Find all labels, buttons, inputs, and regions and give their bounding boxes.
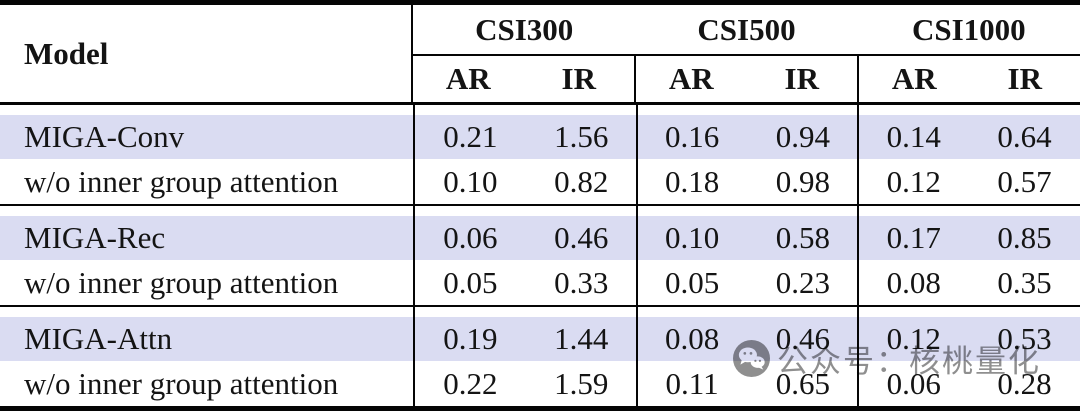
cell-csi500-ar: 0.16 xyxy=(664,119,720,154)
cell-csi300-ir: 1.59 xyxy=(554,365,609,401)
table-body: MIGA-Conv 0.21 1.56 0.16 0.94 0.14 0.64 … xyxy=(0,105,1080,406)
cell-csi1000-ar: 0.17 xyxy=(886,220,941,255)
cell-csi300-ir: 1.56 xyxy=(554,119,609,154)
table-row-miga-rec: MIGA-Rec 0.06 0.46 0.10 0.58 0.17 0.85 xyxy=(0,216,1080,260)
cell-csi500-ir: 0.94 xyxy=(775,119,831,154)
model-name: MIGA-Rec xyxy=(24,220,166,255)
column-separator xyxy=(636,105,638,406)
cell-csi300-ar: 0.21 xyxy=(443,119,498,154)
cell-csi500-ir: 0.46 xyxy=(775,321,831,356)
table-row-miga-conv: MIGA-Conv 0.21 1.56 0.16 0.94 0.14 0.64 xyxy=(0,115,1080,159)
cell-csi500-ir: 0.65 xyxy=(775,365,831,401)
group-header-csi1000: CSI1000 xyxy=(911,11,1026,47)
model-name: w/o inner group attention xyxy=(24,163,339,199)
block-divider-rule xyxy=(0,204,1080,206)
group-header-csi300: CSI300 xyxy=(475,11,574,47)
header-bottom-rule xyxy=(0,102,1080,105)
cell-csi300-ir: 0.46 xyxy=(554,220,609,255)
model-column-header: Model xyxy=(0,5,413,102)
cell-csi300-ar: 0.06 xyxy=(443,220,498,255)
cell-csi500-ir: 0.23 xyxy=(775,264,831,300)
table-row-miga-attn: MIGA-Attn 0.19 1.44 0.08 0.46 0.12 0.53 xyxy=(0,317,1080,361)
row-values: 0.06 0.46 0.10 0.58 0.17 0.85 xyxy=(415,220,1080,256)
cell-csi300-ar: 0.10 xyxy=(443,163,498,199)
cell-csi1000-ir: 0.28 xyxy=(997,365,1052,401)
metric-pair-csi1000: AR IR xyxy=(857,56,1080,102)
cell-csi300-ar: 0.05 xyxy=(443,264,498,300)
row-values: 0.21 1.56 0.16 0.94 0.14 0.64 xyxy=(415,119,1080,155)
table-header: Model CSI300 CSI500 CSI1000 AR IR AR IR … xyxy=(0,5,1080,102)
cell-csi300-ir: 0.82 xyxy=(554,163,609,199)
cell-csi500-ir: 0.98 xyxy=(775,163,831,199)
cell-csi1000-ar: 0.12 xyxy=(886,163,941,199)
cell-csi1000-ar: 0.06 xyxy=(886,365,941,401)
table-bottom-rule xyxy=(0,406,1080,411)
cell-csi300-ar: 0.19 xyxy=(443,321,498,356)
group-midrule xyxy=(413,54,1080,56)
cell-csi1000-ar: 0.08 xyxy=(886,264,941,300)
block-divider-rule xyxy=(0,305,1080,307)
column-separator xyxy=(857,105,859,406)
cell-csi1000-ir: 0.35 xyxy=(997,264,1052,300)
metric-header-ar: AR xyxy=(891,61,937,96)
row-values: 0.05 0.33 0.05 0.23 0.08 0.35 xyxy=(415,265,1080,301)
table-row-wo-attention: w/o inner group attention 0.22 1.59 0.11… xyxy=(0,361,1080,406)
group-header-csi500: CSI500 xyxy=(697,11,796,47)
cell-csi1000-ir: 0.53 xyxy=(997,321,1052,356)
cell-csi300-ir: 1.44 xyxy=(554,321,609,356)
cell-csi500-ar: 0.18 xyxy=(664,163,720,199)
metric-header-ar: AR xyxy=(668,61,714,96)
row-spacer xyxy=(0,105,1080,115)
model-name: MIGA-Attn xyxy=(24,321,173,356)
model-name: w/o inner group attention xyxy=(24,365,339,401)
row-values: 0.19 1.44 0.08 0.46 0.12 0.53 xyxy=(415,321,1080,357)
cell-csi1000-ar: 0.14 xyxy=(886,119,941,154)
cell-csi1000-ir: 0.85 xyxy=(997,220,1052,255)
metric-header-ar: AR xyxy=(445,61,491,96)
cell-csi300-ir: 0.33 xyxy=(554,264,609,300)
metric-header-ir: IR xyxy=(561,61,596,96)
cell-csi500-ar: 0.08 xyxy=(664,321,720,356)
cell-csi500-ir: 0.58 xyxy=(775,220,831,255)
cell-csi1000-ir: 0.64 xyxy=(997,119,1052,154)
metric-pair-csi500: AR IR xyxy=(634,56,857,102)
cell-csi300-ar: 0.22 xyxy=(443,365,498,401)
cell-csi1000-ir: 0.57 xyxy=(997,163,1052,199)
cell-csi500-ar: 0.11 xyxy=(665,365,719,401)
model-name: w/o inner group attention xyxy=(24,264,339,300)
cell-csi500-ar: 0.10 xyxy=(664,220,720,255)
cell-csi500-ar: 0.05 xyxy=(664,264,720,300)
model-name: MIGA-Conv xyxy=(24,119,185,154)
row-spacer xyxy=(0,307,1080,317)
row-values: 0.22 1.59 0.11 0.65 0.06 0.28 xyxy=(415,366,1080,402)
table-row-wo-attention: w/o inner group attention 0.10 0.82 0.18… xyxy=(0,159,1080,204)
table-top-rule xyxy=(0,0,1080,5)
metric-groups-header: CSI300 CSI500 CSI1000 AR IR AR IR AR IR xyxy=(413,5,1080,102)
row-values: 0.10 0.82 0.18 0.98 0.12 0.57 xyxy=(415,164,1080,200)
row-spacer xyxy=(0,206,1080,216)
cell-csi1000-ar: 0.12 xyxy=(886,321,941,356)
metric-header-ir: IR xyxy=(1007,61,1042,96)
metric-pair-csi300: AR IR xyxy=(413,56,634,102)
group-name-row: CSI300 CSI500 CSI1000 xyxy=(413,5,1080,54)
column-separator xyxy=(413,105,415,406)
metric-label-row: AR IR AR IR AR IR xyxy=(413,56,1080,102)
metric-header-ir: IR xyxy=(784,61,819,96)
table-row-wo-attention: w/o inner group attention 0.05 0.33 0.05… xyxy=(0,260,1080,305)
